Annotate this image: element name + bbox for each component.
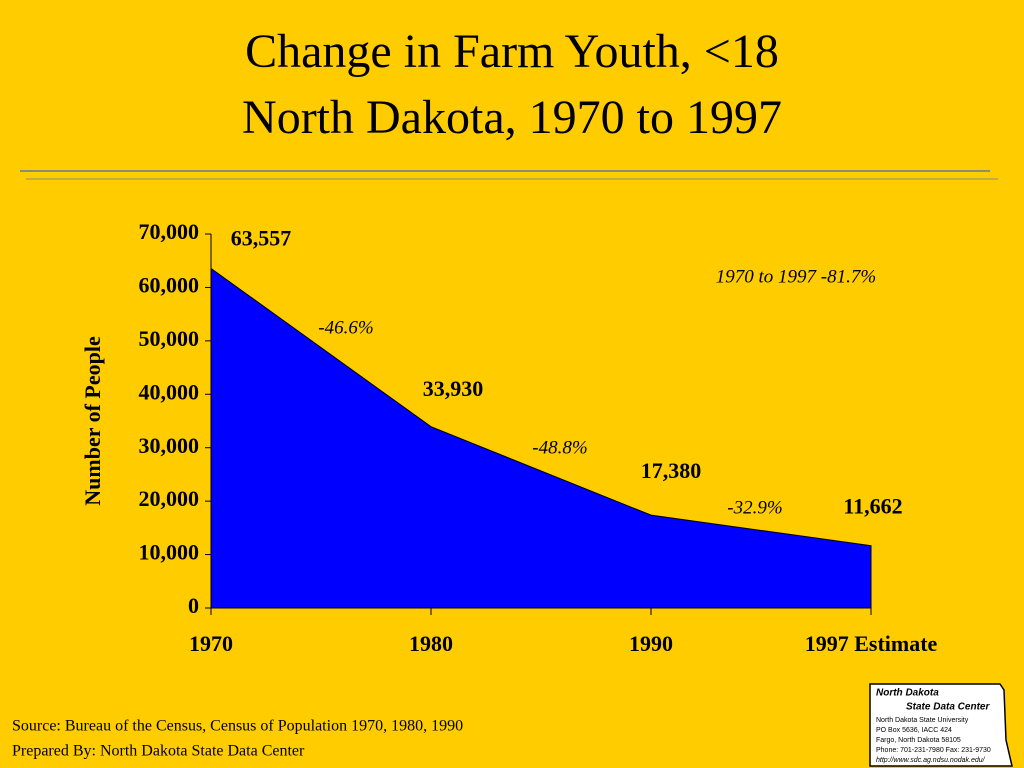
x-tick-label: 1990 — [629, 631, 673, 656]
y-tick-label: 20,000 — [139, 486, 200, 511]
logo-title: North Dakota — [876, 688, 939, 699]
chart-title: Change in Farm Youth, <18 — [245, 25, 779, 78]
source: Source: Bureau of the Census, Census of … — [12, 718, 463, 735]
value-label: 11,662 — [843, 494, 902, 519]
x-tick-label: 1970 — [189, 631, 233, 656]
logo-text: Fargo, North Dakota 58105 — [876, 737, 961, 744]
logo-text: North Dakota State University — [876, 717, 969, 724]
y-tick-label: 60,000 — [139, 272, 200, 297]
y-tick-label: 30,000 — [139, 433, 200, 458]
logo-text: Phone: 701-231-7980 Fax: 231-9730 — [876, 747, 991, 754]
chart-title: North Dakota, 1970 to 1997 — [242, 91, 782, 144]
logo: North Dakota State Data Center North Dak… — [869, 683, 1013, 767]
annotation: -46.6% — [318, 317, 373, 338]
value-label: 17,380 — [641, 458, 702, 483]
annotation: 1970 to 1997 -81.7% — [716, 266, 876, 287]
logo-title: State Data Center — [906, 702, 990, 713]
y-tick-label: 0 — [188, 593, 199, 618]
x-tick-label: 1980 — [409, 631, 453, 656]
source: Prepared By: North Dakota State Data Cen… — [12, 743, 305, 760]
annotation: -32.9% — [727, 497, 782, 518]
y-tick-label: 50,000 — [139, 326, 200, 351]
value-label: 33,930 — [423, 376, 484, 401]
x-tick-label: 1997 Estimate — [805, 631, 938, 656]
y-axis-label: Number of People — [80, 336, 105, 506]
y-tick-label: 10,000 — [139, 540, 200, 565]
y-tick-label: 70,000 — [139, 219, 200, 244]
annotation: -48.8% — [532, 437, 587, 458]
logo-text: http://www.sdc.ag.ndsu.nodak.edu/ — [876, 757, 986, 764]
value-label: 63,557 — [231, 225, 292, 250]
logo-text: PO Box 5636, IACC 424 — [876, 727, 952, 734]
logo-outline — [869, 683, 1013, 767]
y-tick-label: 40,000 — [139, 379, 200, 404]
